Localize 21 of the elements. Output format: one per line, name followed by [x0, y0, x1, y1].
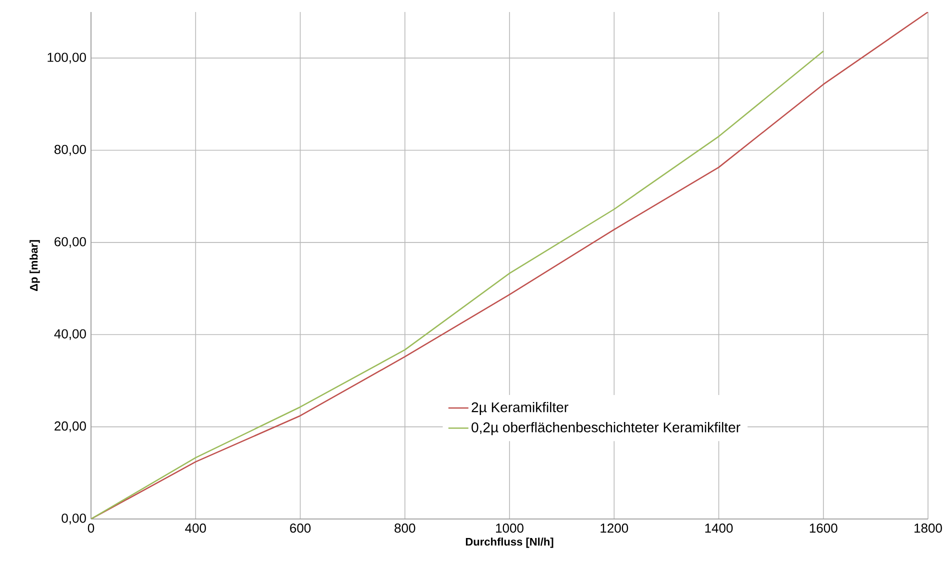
y-tick-label: 60,00: [54, 237, 86, 248]
y-axis-title: Δp [mbar]: [30, 240, 40, 291]
x-tick-label: 600: [290, 524, 311, 533]
x-tick-label: 1200: [600, 524, 628, 533]
legend-label: 0,2µ oberflächenbeschichteter Keramikfilter: [472, 422, 740, 436]
x-tick-label: 1800: [914, 524, 942, 533]
x-tick-label: 800: [394, 524, 416, 533]
x-tick-label: 1400: [705, 524, 733, 533]
y-tick-label: 20,00: [54, 421, 86, 432]
y-tick-label: 100,00: [48, 52, 86, 64]
x-tick-label: 1000: [496, 524, 524, 533]
y-tick-label: 40,00: [54, 329, 86, 340]
legend-label: 2µ Keramikfilter: [472, 402, 568, 416]
line-series: [91, 50, 824, 519]
x-tick-label: 400: [185, 524, 206, 533]
x-tick-label: 1600: [810, 524, 838, 533]
y-tick-label: 80,00: [54, 144, 86, 156]
y-tick-label: 0,00: [62, 514, 86, 524]
x-axis-title: Durchfluss [Nl/h]: [466, 538, 554, 548]
line-series: [91, 12, 928, 519]
x-tick-label: 0: [88, 524, 94, 533]
